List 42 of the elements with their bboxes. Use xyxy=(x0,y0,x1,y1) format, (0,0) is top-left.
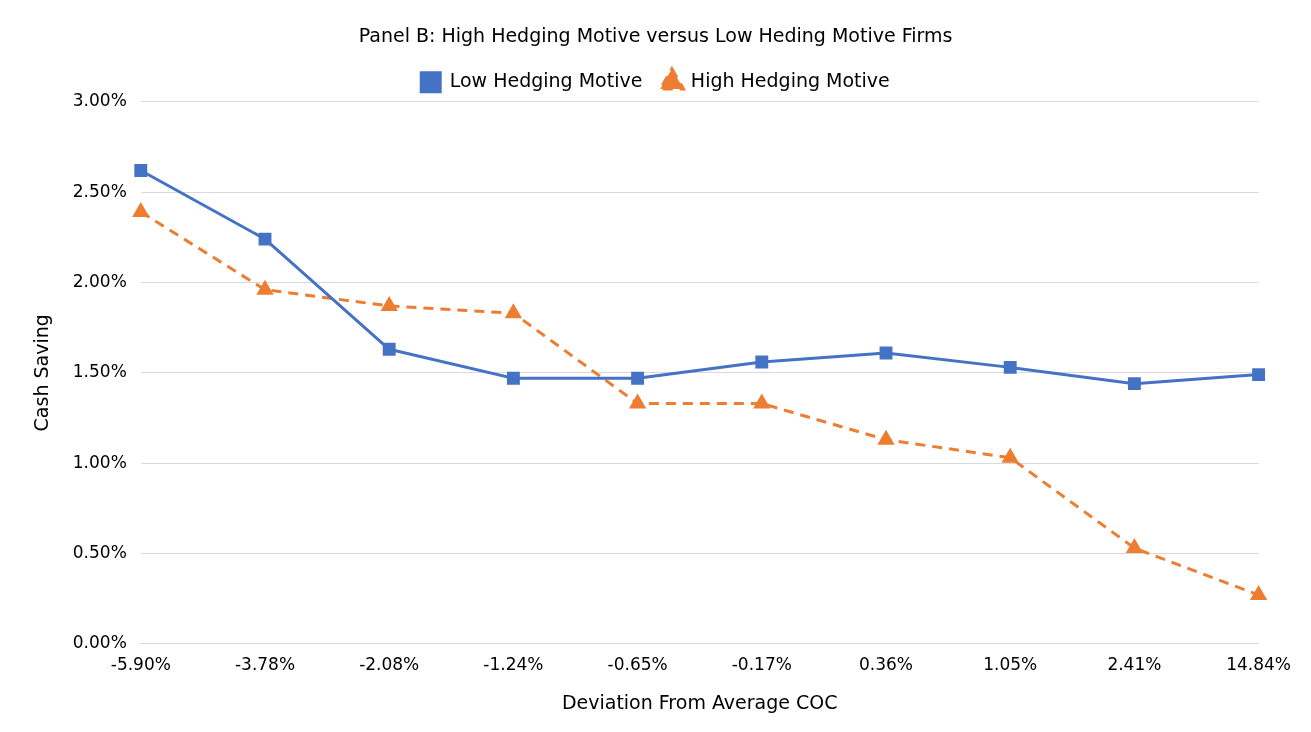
x-tick-label: -0.17% xyxy=(731,654,792,675)
x-tick-label: -0.65% xyxy=(607,654,668,675)
x-axis-title: Deviation From Average COC xyxy=(561,690,838,713)
x-tick-label: -2.08% xyxy=(359,654,420,675)
point xyxy=(134,164,148,177)
y-tick-label: 2.50% xyxy=(72,180,127,201)
legend-label: High Hedging Motive xyxy=(690,69,890,92)
point xyxy=(879,346,893,360)
x-tick-label: -5.90% xyxy=(110,654,171,675)
chart-title: Panel B: High Hedging Motive versus Low Heding Motive Firms xyxy=(358,24,953,47)
point xyxy=(381,297,397,311)
point xyxy=(505,304,521,319)
point xyxy=(1002,449,1018,463)
x-tick-label: 2.41% xyxy=(1107,654,1162,675)
y-tick-label: 0.00% xyxy=(72,632,127,653)
x-tick-label: -1.24% xyxy=(483,654,544,675)
x-tick-label: 1.05% xyxy=(983,654,1038,675)
y-tick-label: 0.50% xyxy=(72,541,127,562)
point xyxy=(1126,539,1142,554)
point xyxy=(382,342,396,356)
point xyxy=(258,232,272,246)
y-tick-label: 3.00% xyxy=(72,90,127,111)
point xyxy=(257,281,273,295)
point xyxy=(630,395,646,409)
point xyxy=(1127,377,1141,391)
point xyxy=(1003,360,1017,374)
y-tick-label: 2.00% xyxy=(72,270,127,291)
point xyxy=(133,203,149,218)
x-tick-label: -3.78% xyxy=(234,654,296,675)
legend-label: Low Hedging Motive xyxy=(449,69,643,92)
y-tick-label: 1.00% xyxy=(72,451,127,472)
y-tick-label: 1.50% xyxy=(72,361,127,382)
point xyxy=(754,395,770,409)
point xyxy=(506,371,520,385)
point xyxy=(755,355,769,369)
y-axis-title: Cash Saving xyxy=(30,314,53,432)
point xyxy=(1251,586,1267,601)
x-tick-label: 14.84% xyxy=(1226,654,1291,675)
point xyxy=(631,371,645,385)
point xyxy=(1252,368,1266,382)
point xyxy=(878,431,894,445)
x-tick-label: 0.36% xyxy=(858,654,913,675)
